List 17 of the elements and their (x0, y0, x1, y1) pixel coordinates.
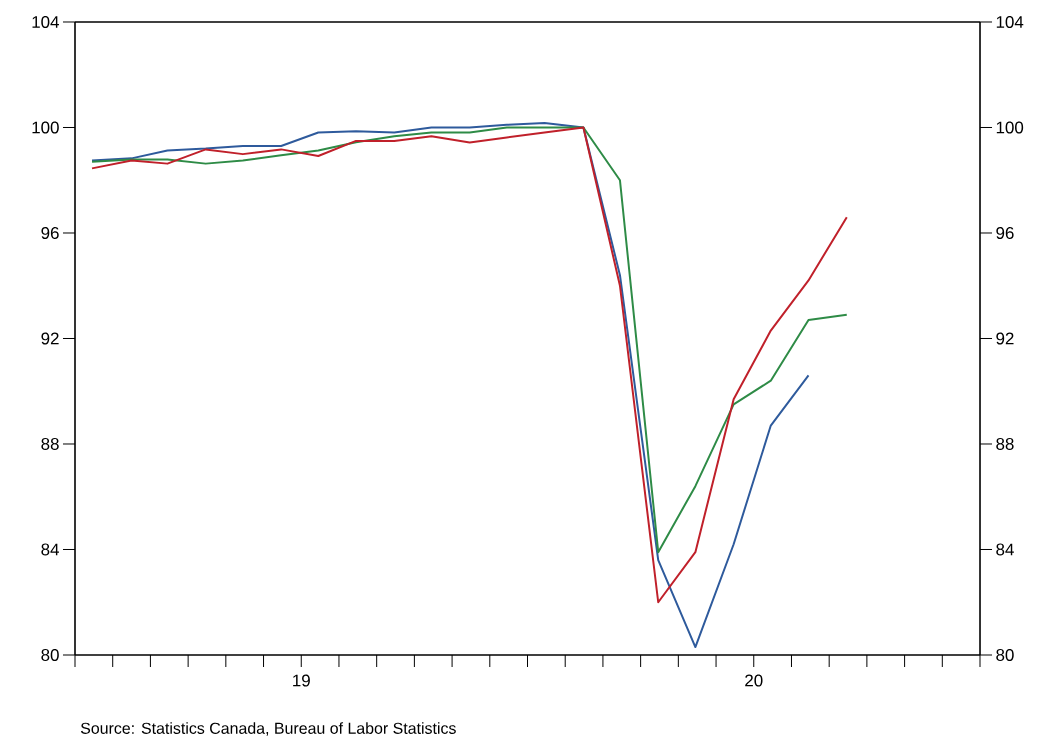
y2-tick-label: 88 (996, 438, 1014, 450)
y-tick-label: 88 (41, 438, 59, 450)
y-tick-label: 104 (32, 15, 59, 28)
y-tick-label: 100 (32, 121, 59, 134)
y-tick-label: 92 (41, 332, 59, 345)
y2-tick-label: 84 (996, 543, 1014, 556)
x-tick-label: 20 (745, 674, 763, 687)
y2-tick-label: 104 (996, 15, 1024, 28)
y2-tick-label: 92 (996, 332, 1014, 345)
y2-tick-label: 80 (996, 649, 1014, 661)
y2-tick-label: 100 (996, 121, 1024, 134)
y-tick-label: 96 (41, 227, 59, 239)
source-note: Source: Statistics Canada, Bureau of Labor Statistics (80, 722, 456, 736)
y-tick-label: 80 (41, 649, 59, 661)
y2-tick-label: 96 (996, 227, 1014, 239)
y-tick-label: 84 (41, 543, 59, 556)
x-tick-label: 19 (293, 674, 310, 687)
